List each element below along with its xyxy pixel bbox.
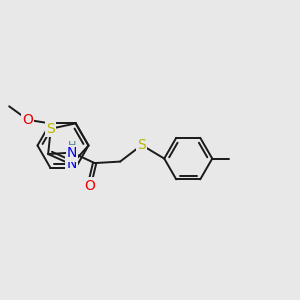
Text: S: S (46, 122, 55, 136)
Text: H: H (68, 141, 76, 151)
Text: S: S (137, 138, 146, 152)
Text: O: O (22, 113, 33, 127)
Text: N: N (67, 146, 77, 161)
Text: O: O (84, 178, 95, 193)
Text: N: N (66, 158, 76, 172)
